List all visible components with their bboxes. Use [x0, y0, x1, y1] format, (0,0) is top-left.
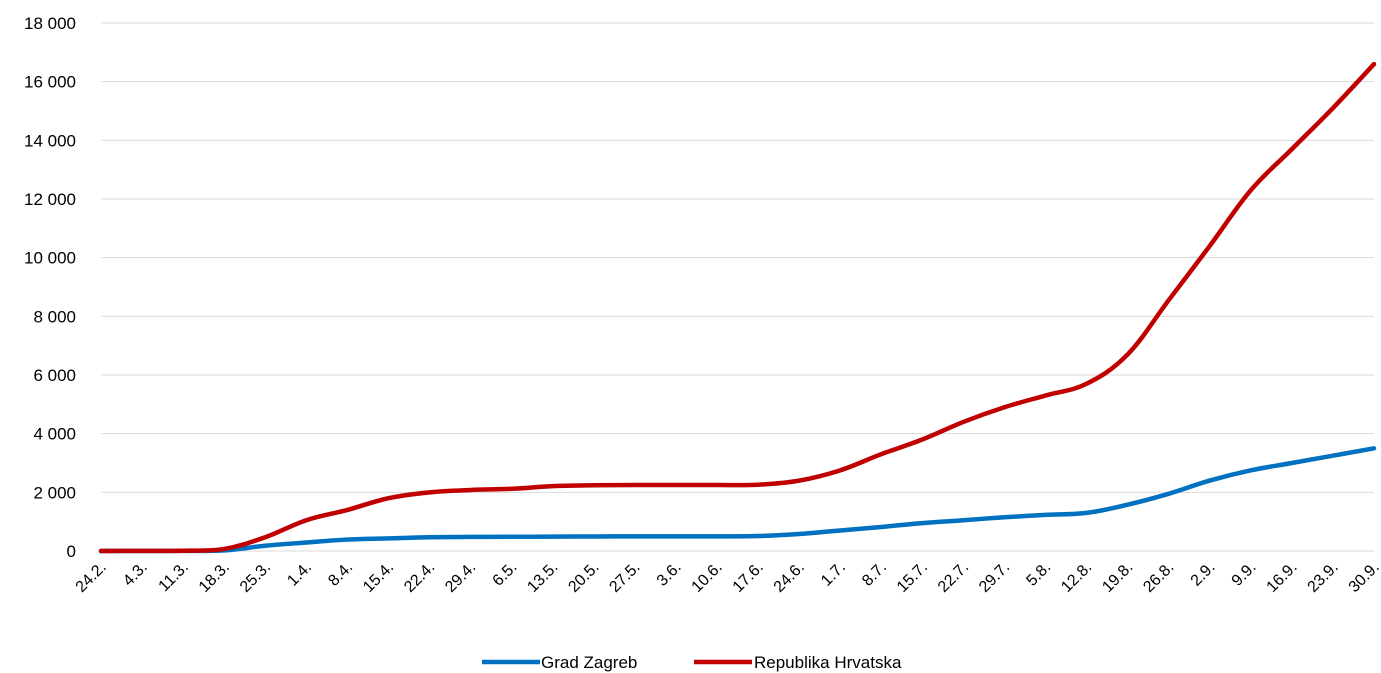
gridlines — [101, 22, 1374, 552]
x-tick-label: 1.4. — [284, 559, 315, 590]
x-tick-label: 27.5. — [606, 559, 643, 596]
y-tick-label: 16 000 — [24, 73, 76, 92]
x-tick-label: 24.2. — [73, 559, 110, 596]
x-tick-label: 29.4. — [442, 559, 479, 596]
x-tick-label: 8.7. — [859, 559, 890, 590]
x-tick-label: 6.5. — [490, 559, 521, 590]
y-tick-label: 18 000 — [24, 14, 76, 33]
x-tick-label: 2.9. — [1188, 559, 1219, 590]
x-tick-label: 16.9. — [1264, 559, 1301, 596]
y-axis-tick-labels: 0 2 000 4 000 6 000 8 000 10 000 12 000 14 000 1… — [24, 14, 76, 561]
x-tick-label: 26.8. — [1140, 559, 1177, 596]
y-tick-label: 0 — [67, 542, 76, 561]
legend-label: Republika Hrvatska — [754, 653, 902, 672]
x-tick-label: 19.8. — [1099, 559, 1136, 596]
x-axis-tick-labels: 24.2. 4.3. 11.3. 18.3. 25.3. 1.4. 8.4. 15.4. 22.… — [73, 559, 1381, 596]
x-tick-label: 13.5. — [524, 559, 561, 596]
x-tick-label: 10.6. — [689, 559, 726, 596]
legend-item: Republika Hrvatska — [694, 653, 902, 672]
x-tick-label: 15.4. — [360, 559, 397, 596]
x-tick-label: 3.6. — [654, 559, 685, 590]
x-tick-label: 22.7. — [935, 559, 972, 596]
x-tick-label: 22.4. — [401, 559, 438, 596]
x-tick-label: 23.9. — [1305, 559, 1342, 596]
x-tick-label: 5.8. — [1023, 559, 1054, 590]
series-line-republika-hrvatska — [98, 61, 1377, 554]
y-tick-label: 4 000 — [33, 425, 76, 444]
y-tick-label: 14 000 — [24, 131, 76, 150]
series-line-grad-zagreb — [98, 446, 1377, 554]
x-tick-label: 1.7. — [818, 559, 849, 590]
y-tick-label: 6 000 — [33, 366, 76, 385]
x-tick-label: 30.9. — [1346, 559, 1381, 596]
x-tick-label: 9.9. — [1229, 559, 1260, 590]
x-tick-label: 17.6. — [730, 559, 767, 596]
x-tick-label: 29.7. — [976, 559, 1013, 596]
x-tick-label: 8.4. — [325, 559, 356, 590]
y-tick-label: 10 000 — [24, 249, 76, 268]
x-tick-label: 25.3. — [237, 559, 274, 596]
x-tick-label: 18.3. — [196, 559, 233, 596]
legend: Grad Zagreb Republika Hrvatska — [482, 653, 902, 672]
x-tick-label: 15.7. — [894, 559, 931, 596]
legend-label: Grad Zagreb — [541, 653, 637, 672]
x-tick-label: 20.5. — [565, 559, 602, 596]
y-tick-label: 2 000 — [33, 483, 76, 502]
x-tick-label: 12.8. — [1058, 559, 1095, 596]
y-tick-label: 8 000 — [33, 307, 76, 326]
x-tick-label: 4.3. — [120, 559, 151, 590]
y-tick-label: 12 000 — [24, 190, 76, 209]
series-lines — [98, 61, 1377, 554]
legend-item: Grad Zagreb — [482, 653, 637, 672]
x-tick-label: 11.3. — [156, 559, 192, 595]
x-tick-label: 24.6. — [771, 559, 808, 596]
